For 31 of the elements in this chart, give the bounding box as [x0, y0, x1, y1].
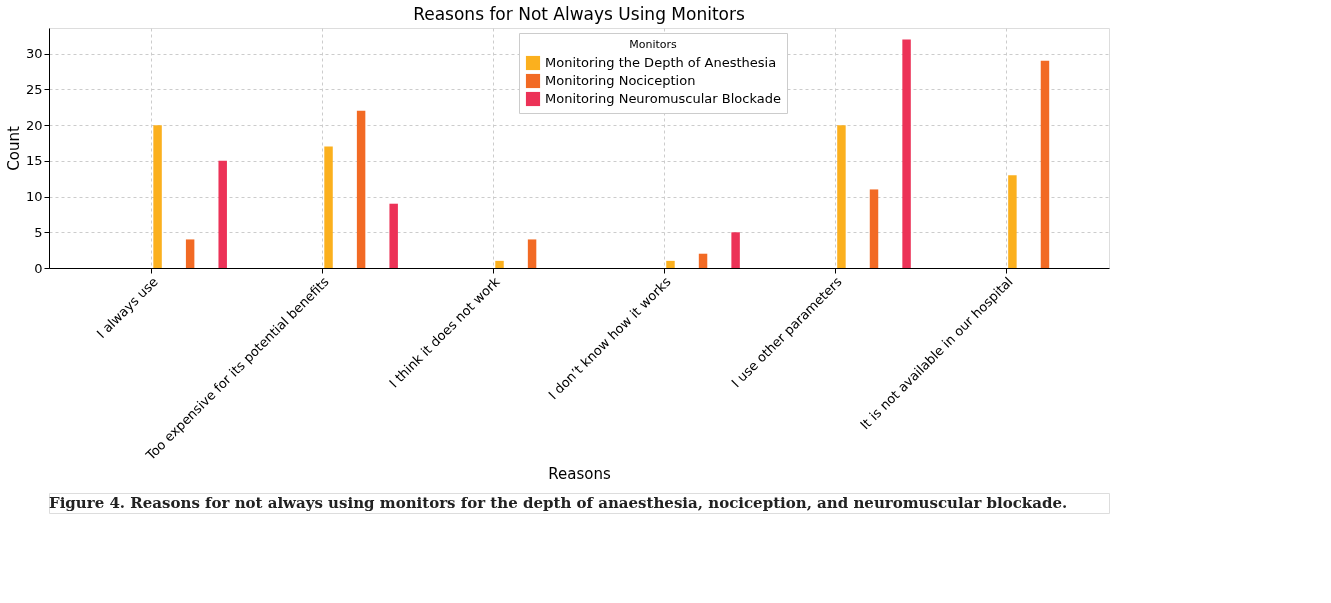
bar: [356, 110, 366, 268]
bar: [869, 189, 879, 268]
bar: [153, 125, 162, 268]
y-tick-label: 0: [34, 260, 43, 276]
bar: [495, 260, 504, 268]
bar: [389, 203, 398, 268]
bar: [731, 232, 740, 268]
y-tick-label: 20: [25, 117, 43, 133]
bar: [324, 146, 333, 268]
y-tick-label: 5: [34, 224, 43, 240]
y-tick-label: 25: [25, 81, 43, 97]
bar: [218, 160, 227, 268]
legend-label: Monitoring Nociception: [545, 73, 696, 88]
bar: [527, 239, 537, 268]
bar: [1040, 60, 1050, 268]
chart-title: Reasons for Not Always Using Monitors: [413, 4, 745, 24]
bar: [902, 39, 911, 268]
y-axis-title: Count: [4, 126, 23, 171]
y-tick-label: 30: [25, 46, 43, 62]
bar: [837, 125, 846, 268]
legend-label: Monitoring the Depth of Anesthesia: [545, 55, 777, 70]
bar: [185, 239, 195, 268]
caption: Figure 4. Reasons for not always using monitors for the depth of anaesthesia, nociception, and neuromuscular blockade.: [49, 494, 1068, 512]
x-axis-title: Reasons: [548, 464, 611, 483]
legend-label: Monitoring Neuromuscular Blockade: [545, 91, 781, 106]
bar: [1008, 175, 1017, 268]
legend-title: Monitors: [629, 38, 678, 51]
bar: [666, 260, 675, 268]
y-tick-label: 10: [25, 189, 43, 205]
y-tick-label: 15: [25, 153, 43, 169]
bar: [698, 253, 708, 268]
